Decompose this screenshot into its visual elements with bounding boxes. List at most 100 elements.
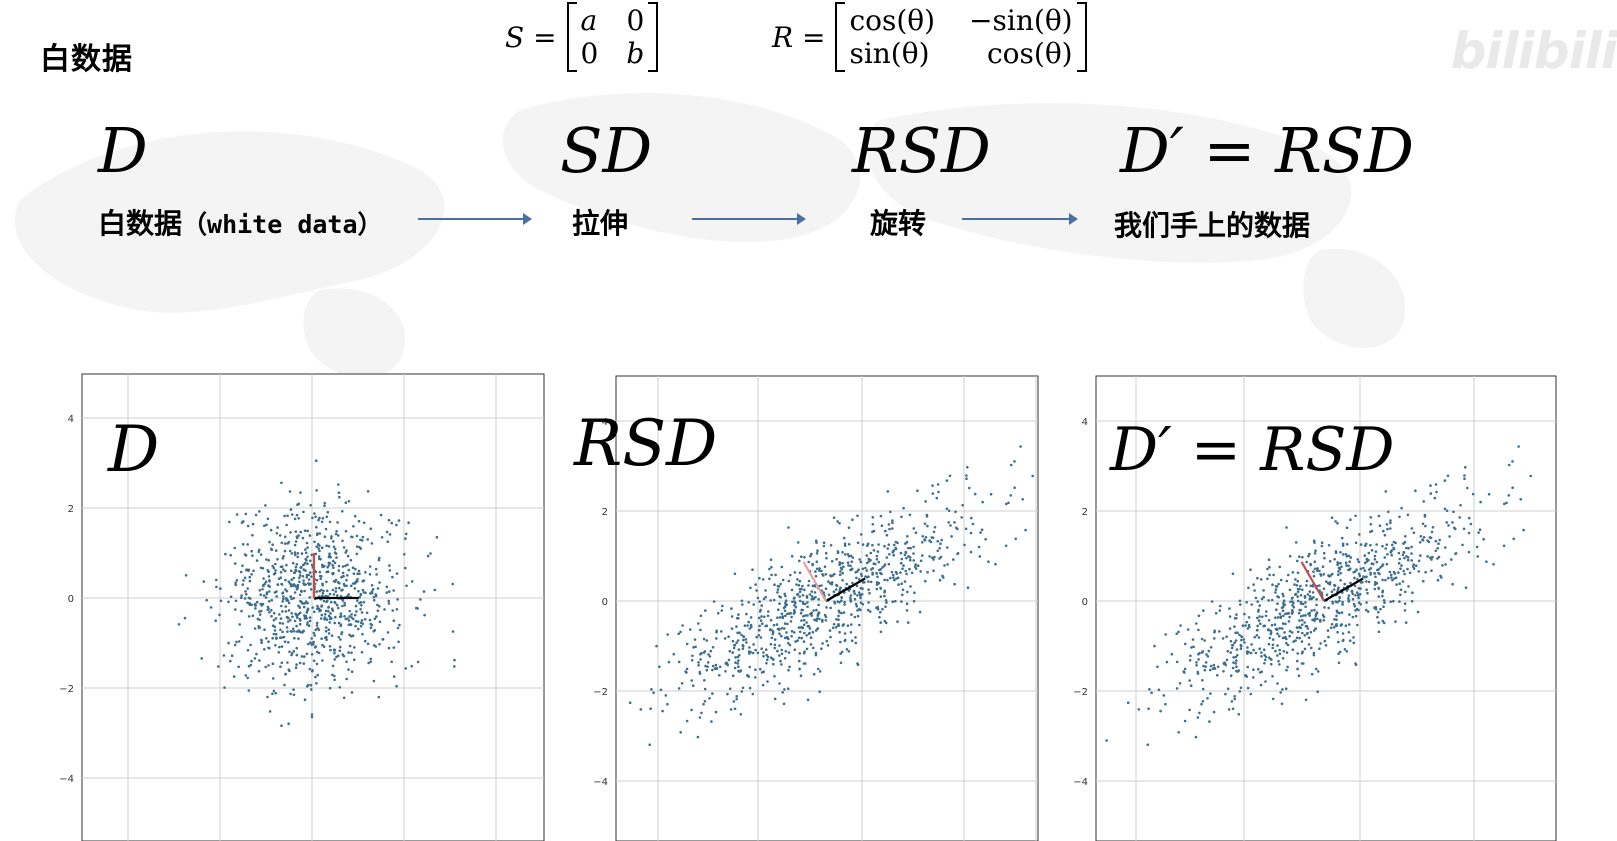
plot0-point bbox=[311, 516, 314, 520]
plot2-point bbox=[1377, 571, 1380, 575]
plot0-point bbox=[339, 612, 343, 615]
plot0-point bbox=[268, 610, 271, 614]
plot2-point bbox=[1296, 599, 1300, 603]
plot0-point bbox=[303, 529, 307, 532]
plot1-point bbox=[770, 565, 773, 569]
plot1-point bbox=[825, 556, 828, 560]
plot1-point bbox=[814, 629, 818, 632]
plot2-point bbox=[1369, 516, 1373, 519]
plot0-point bbox=[269, 528, 273, 532]
plot1-point bbox=[768, 577, 771, 581]
rotation-m12: −sin(θ) bbox=[969, 4, 1073, 37]
rotation-matrix-lhs: R = bbox=[772, 20, 826, 54]
plot2-point bbox=[1310, 646, 1313, 650]
plot1-point bbox=[981, 500, 984, 504]
plot2-point bbox=[1345, 564, 1348, 567]
plot1-point bbox=[749, 616, 753, 619]
plot0-point bbox=[268, 585, 271, 588]
plot0-point bbox=[315, 533, 319, 537]
plot2-ytick-label: 0 bbox=[1082, 597, 1088, 608]
plot2-point bbox=[1320, 541, 1324, 544]
plot2-point bbox=[1245, 620, 1248, 624]
plot0-point bbox=[271, 564, 274, 568]
plot1-point bbox=[780, 634, 783, 638]
plot1-point bbox=[715, 637, 718, 640]
plot2-point bbox=[1451, 521, 1454, 524]
plot0-point bbox=[293, 636, 296, 640]
plot2-point bbox=[1383, 533, 1387, 537]
plot1-point bbox=[784, 650, 788, 653]
plot0-point bbox=[298, 571, 302, 574]
plot1-point bbox=[1005, 502, 1008, 506]
plot0-point bbox=[310, 553, 314, 557]
plot0-point bbox=[281, 557, 285, 560]
plot2-point bbox=[1177, 731, 1180, 734]
plot1-point bbox=[723, 637, 727, 640]
plot2-point bbox=[1321, 613, 1325, 617]
plot0-point bbox=[306, 608, 310, 612]
plot1-point bbox=[737, 613, 740, 616]
plot2-point bbox=[1384, 578, 1387, 582]
plot0-point bbox=[332, 593, 336, 596]
plot1-point bbox=[872, 562, 876, 565]
rotation-m11: cos(θ) bbox=[849, 4, 936, 37]
plot1-point bbox=[893, 578, 896, 582]
plot2-point bbox=[1386, 527, 1389, 531]
plot1-point bbox=[794, 605, 798, 609]
plot2-point bbox=[1354, 662, 1357, 665]
plot0-point bbox=[334, 587, 338, 590]
plot2-point bbox=[1289, 600, 1292, 604]
plot1-point bbox=[648, 743, 651, 746]
plot2-point bbox=[1239, 647, 1243, 650]
plot2-point bbox=[1212, 710, 1216, 714]
plot2-point bbox=[1209, 668, 1212, 672]
arrow-1 bbox=[418, 213, 532, 225]
plot0-point bbox=[317, 555, 321, 558]
plot0-point bbox=[313, 540, 316, 544]
plot1-point bbox=[698, 716, 702, 719]
plot0-point bbox=[330, 607, 334, 610]
plot1-point bbox=[877, 560, 881, 564]
plot0-point bbox=[278, 613, 281, 616]
plot2-point bbox=[1441, 564, 1444, 567]
plot2-point bbox=[1410, 527, 1414, 530]
plot2-point bbox=[1319, 642, 1322, 645]
plot2-point bbox=[1213, 666, 1216, 670]
plot1-point bbox=[908, 567, 911, 571]
plot0-point bbox=[294, 540, 298, 543]
plot1-point bbox=[810, 590, 814, 593]
plot2-point bbox=[1349, 556, 1353, 559]
plot0-point bbox=[316, 673, 320, 677]
plot2-point bbox=[1373, 583, 1377, 586]
plot1-point bbox=[1009, 463, 1013, 467]
plot1-point bbox=[952, 558, 955, 561]
plot2-point bbox=[1356, 623, 1359, 627]
plot1-point bbox=[762, 655, 765, 658]
plot0-point bbox=[359, 624, 363, 628]
plot2-point bbox=[1492, 562, 1495, 566]
plot1-point bbox=[703, 700, 707, 703]
plot1-point bbox=[919, 559, 923, 563]
plot1-point bbox=[802, 640, 806, 643]
plot0-point bbox=[281, 622, 285, 625]
plot0-point bbox=[251, 522, 255, 526]
plot0-point bbox=[248, 602, 252, 605]
plot1-point bbox=[773, 643, 777, 647]
plot2-point bbox=[1367, 551, 1371, 555]
plot2-point bbox=[1428, 536, 1432, 539]
plot2-point bbox=[1397, 561, 1401, 565]
plot1-point bbox=[829, 544, 833, 547]
plot1-point bbox=[860, 574, 864, 578]
plot0-point bbox=[292, 688, 295, 691]
plot2-point bbox=[1281, 636, 1285, 640]
plot2-point bbox=[1311, 591, 1315, 594]
plot0-point bbox=[294, 565, 298, 569]
plot2-point bbox=[1288, 615, 1291, 619]
plot0-point bbox=[233, 546, 237, 550]
plot1-point bbox=[798, 579, 802, 583]
plot0-point bbox=[345, 584, 348, 588]
plot1-point bbox=[840, 650, 844, 654]
plot2-point bbox=[1410, 545, 1413, 549]
plot1-point bbox=[786, 612, 789, 616]
plot0-point bbox=[253, 627, 257, 630]
